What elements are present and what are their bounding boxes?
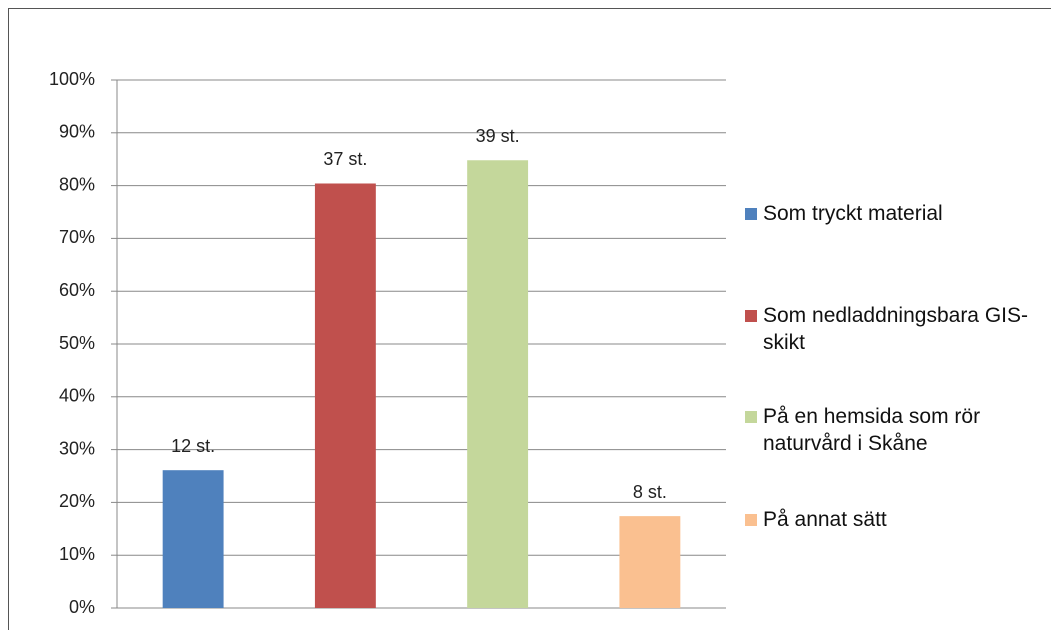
legend-item: På en hemsida som rör naturvård i Skåne xyxy=(745,403,1045,457)
legend-label: Som tryckt material xyxy=(763,202,943,225)
bar xyxy=(467,160,529,609)
legend-label: På annat sätt xyxy=(763,508,887,531)
legend-swatch xyxy=(745,411,757,423)
legend-swatch xyxy=(745,310,757,322)
y-tick-label: 80% xyxy=(59,174,95,194)
y-tick-label: 40% xyxy=(59,386,95,406)
data-label: 12 st. xyxy=(171,436,215,456)
bar xyxy=(162,470,224,608)
bar xyxy=(619,516,681,608)
data-label: 8 st. xyxy=(633,482,667,502)
y-tick-label: 100% xyxy=(49,69,95,89)
y-tick-label: 60% xyxy=(59,280,95,300)
y-tick-label: 50% xyxy=(59,333,95,353)
y-tick-label: 30% xyxy=(59,438,95,458)
legend-label: Som nedladdningsbara GIS-skikt xyxy=(763,304,1028,354)
y-tick-label: 0% xyxy=(69,597,95,617)
bar xyxy=(314,183,376,608)
legend-item: Som tryckt material xyxy=(745,200,1045,227)
legend-item: Som nedladdningsbara GIS-skikt xyxy=(745,302,1045,356)
legend-item: På annat sätt xyxy=(745,506,1045,533)
data-label: 39 st. xyxy=(476,126,520,146)
y-tick-label: 90% xyxy=(59,122,95,142)
y-tick-label: 70% xyxy=(59,227,95,247)
data-label: 37 st. xyxy=(323,149,367,169)
legend-swatch xyxy=(745,514,757,526)
legend-label: På en hemsida som rör naturvård i Skåne xyxy=(763,405,981,455)
legend-swatch xyxy=(745,208,757,220)
y-tick-label: 10% xyxy=(59,544,95,564)
y-tick-label: 20% xyxy=(59,491,95,511)
